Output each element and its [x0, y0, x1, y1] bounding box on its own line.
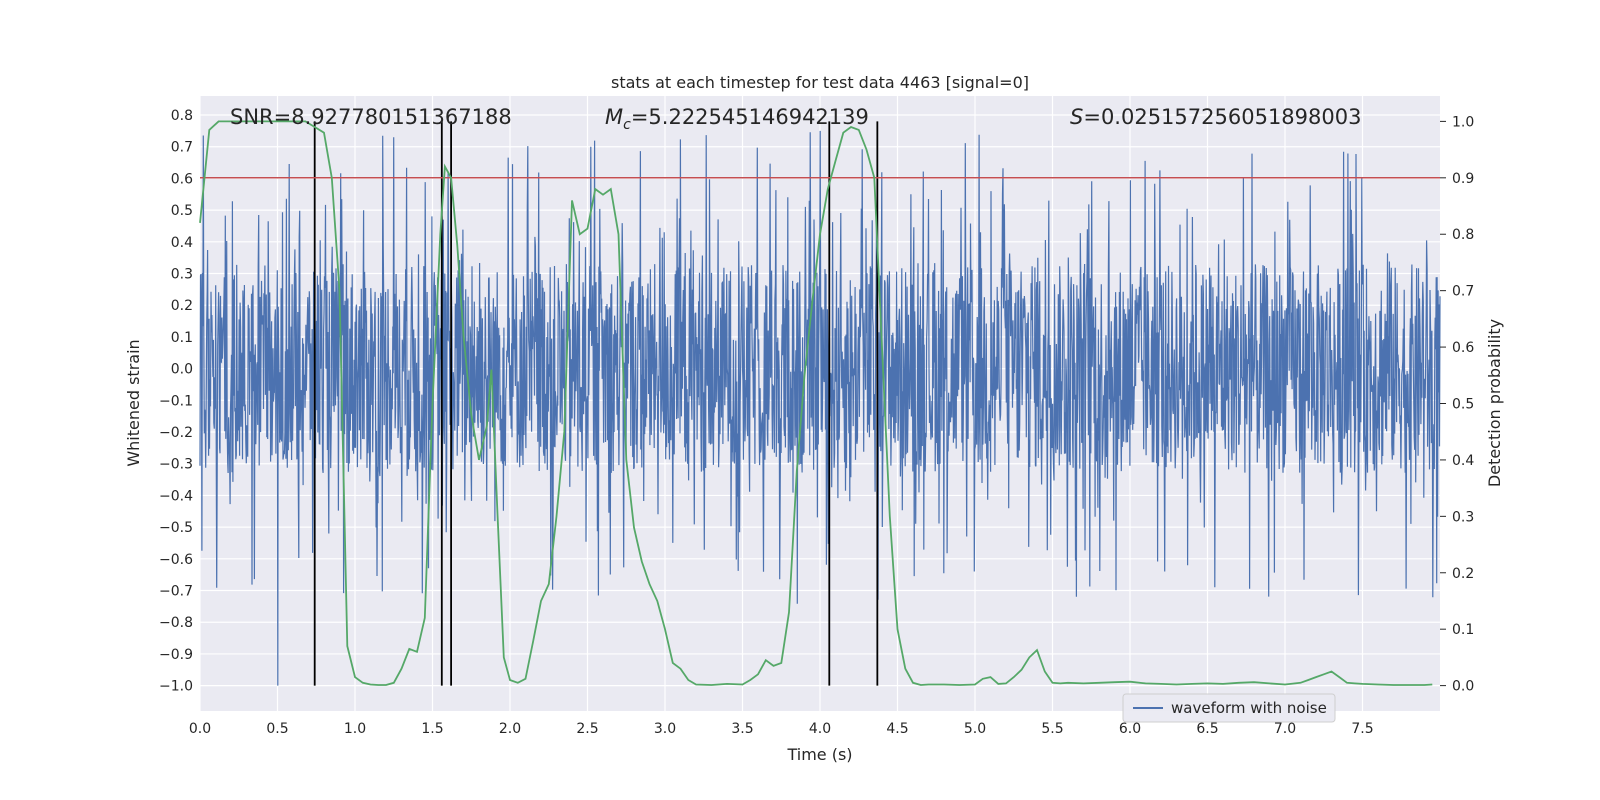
y2-tick-label: 0.7: [1452, 284, 1474, 300]
y-tick-label: −0.5: [159, 520, 193, 536]
y-tick-label: −0.3: [159, 457, 193, 473]
y-tick-label: 0.3: [171, 267, 193, 283]
x-tick-label: 7.0: [1274, 721, 1296, 737]
x-tick-labels: 0.0 0.5 1.0 1.5 2.0 2.5 3.0 3.5 4.0 4.5 5.0 5.5 6.0 6…: [189, 721, 1374, 737]
y-tick-label: −0.7: [159, 584, 193, 600]
y-tick-label: 0.4: [171, 235, 193, 251]
y2-tick-label: 0.6: [1452, 340, 1474, 356]
mc-value: =5.222545146942139: [631, 105, 869, 129]
x-tick-label: 6.0: [1119, 721, 1141, 737]
x-tick-label: 1.0: [344, 721, 366, 737]
y2-tick-label: 1.0: [1452, 114, 1474, 130]
x-tick-label: 3.0: [654, 721, 676, 737]
x-tick-label: 4.0: [809, 721, 831, 737]
y-axis-label: Whitened strain: [124, 339, 143, 466]
y-tick-label: −0.9: [159, 647, 193, 663]
y-tick-label: 0.1: [171, 330, 193, 346]
y2-tick-labels: 0.0 0.1 0.2 0.3 0.4 0.5 0.6 0.7 0.8 0.9 1.0: [1440, 114, 1474, 695]
s-value: =0.025157256051898003: [1083, 105, 1361, 129]
legend-entry-waveform: waveform with noise: [1171, 699, 1327, 717]
x-tick-label: 4.5: [886, 721, 908, 737]
x-tick-label: 3.5: [731, 721, 753, 737]
y2-tick-label: 0.1: [1452, 622, 1474, 638]
x-tick-label: 7.5: [1351, 721, 1373, 737]
y-tick-label: −0.6: [159, 552, 193, 568]
y2-tick-label: 0.2: [1452, 566, 1474, 582]
x-tick-label: 0.0: [189, 721, 211, 737]
x-axis-label: Time (s): [786, 745, 852, 764]
x-tick-label: 2.0: [499, 721, 521, 737]
y2-tick-label: 0.9: [1452, 171, 1474, 187]
s-symbol: S: [1070, 105, 1083, 129]
x-tick-label: 5.0: [964, 721, 986, 737]
mc-subscript: c: [623, 117, 631, 133]
waveform-series: [199, 130, 1441, 686]
x-tick-label: 6.5: [1196, 721, 1218, 737]
y-tick-label: −0.8: [159, 615, 193, 631]
y2-tick-label: 0.8: [1452, 227, 1474, 243]
y-tick-label: −1.0: [159, 679, 193, 695]
y2-tick-label: 0.4: [1452, 453, 1474, 469]
y-tick-label: 0.7: [171, 140, 193, 156]
y2-tick-label: 0.5: [1452, 397, 1474, 413]
x-tick-label: 0.5: [266, 721, 288, 737]
legend: waveform with noise: [1122, 693, 1336, 723]
y-tick-labels: 0.8 0.7 0.6 0.5 0.4 0.3 0.2 0.1 0.0 −0.1 −0.2 −0.3 −…: [159, 108, 193, 695]
y-tick-label: 0.6: [171, 171, 193, 187]
s-annotation: S=0.025157256051898003: [1070, 105, 1361, 129]
y2-axis-label: Detection probability: [1485, 319, 1504, 487]
chart-title: stats at each timestep for test data 446…: [611, 73, 1029, 92]
y2-tick-label: 0.0: [1452, 679, 1474, 695]
y-tick-label: −0.2: [159, 425, 193, 441]
y-tick-label: 0.5: [171, 203, 193, 219]
x-tick-label: 5.5: [1041, 721, 1063, 737]
mc-symbol: M: [605, 105, 623, 129]
y-tick-label: −0.4: [159, 488, 193, 504]
mc-annotation: Mc=5.222545146942139: [605, 105, 869, 133]
y-tick-label: 0.0: [171, 362, 193, 378]
waveform-line: [199, 130, 1441, 686]
probability-line: [199, 120, 1433, 686]
y-tick-label: 0.2: [171, 298, 193, 314]
y-tick-label: 0.8: [171, 108, 193, 124]
x-tick-label: 1.5: [421, 721, 443, 737]
y-tick-label: −0.1: [159, 393, 193, 409]
legend-box: [1122, 693, 1336, 723]
x-tick-label: 2.5: [576, 721, 598, 737]
snr-annotation: SNR=8.927780151367188: [230, 105, 512, 129]
y2-tick-label: 0.3: [1452, 509, 1474, 525]
